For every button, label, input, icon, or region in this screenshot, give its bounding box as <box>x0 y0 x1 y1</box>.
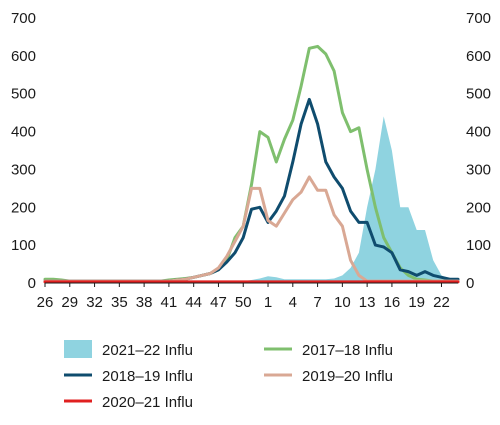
y-tick-label-left: 200 <box>11 199 36 216</box>
y-tick-label-right: 100 <box>466 237 491 254</box>
x-tick-label: 29 <box>61 294 78 311</box>
x-tick-label: 19 <box>408 294 425 311</box>
x-tick-label: 10 <box>334 294 351 311</box>
x-tick-label: 4 <box>289 294 297 311</box>
x-tick-label: 22 <box>433 294 450 311</box>
y-tick-label-left: 500 <box>11 86 36 103</box>
area-layer <box>45 116 458 284</box>
y-tick-label-right: 0 <box>466 275 474 292</box>
y-tick-label-left: 700 <box>11 10 36 27</box>
x-tick-label: 47 <box>210 294 227 311</box>
x-tick-label: 41 <box>161 294 178 311</box>
x-tick-label: 13 <box>359 294 376 311</box>
x-tick-label: 35 <box>111 294 128 311</box>
y-tick-label-right: 600 <box>466 48 491 65</box>
legend-label: 2020–21 Influ <box>102 394 193 411</box>
legend-label: 2019–20 Influ <box>302 368 393 385</box>
y-tick-label-right: 200 <box>466 199 491 216</box>
legend-label: 2018–19 Influ <box>102 368 193 385</box>
y-tick-label-right: 700 <box>466 10 491 27</box>
x-tick-label: 16 <box>384 294 401 311</box>
y-tick-label-left: 0 <box>28 275 36 292</box>
legend-label: 2017–18 Influ <box>302 342 393 359</box>
y-tick-label-right: 500 <box>466 86 491 103</box>
x-tick-label: 50 <box>235 294 252 311</box>
legend-swatch <box>64 340 92 358</box>
x-tick-label: 26 <box>37 294 54 311</box>
x-tick-label: 32 <box>86 294 103 311</box>
axes-layer: 0 0 100 100 200 200 300 300 400 400 500 500 600 600 70… <box>11 10 491 311</box>
lines-layer <box>43 44 460 284</box>
series-area-0 <box>45 116 458 284</box>
y-tick-label-left: 300 <box>11 161 36 178</box>
legend: 2021–22 Influ 2017–18 Influ 2018–19 Influ 2… <box>64 340 393 411</box>
y-tick-label-left: 100 <box>11 237 36 254</box>
y-tick-label-right: 300 <box>466 161 491 178</box>
x-tick-label: 38 <box>136 294 153 311</box>
x-tick-label: 7 <box>313 294 321 311</box>
x-tick-label: 1 <box>264 294 272 311</box>
legend-label: 2021–22 Influ <box>102 342 193 359</box>
y-tick-label-left: 600 <box>11 48 36 65</box>
y-tick-label-left: 400 <box>11 124 36 141</box>
x-tick-label: 44 <box>185 294 202 311</box>
y-tick-label-right: 400 <box>466 124 491 141</box>
